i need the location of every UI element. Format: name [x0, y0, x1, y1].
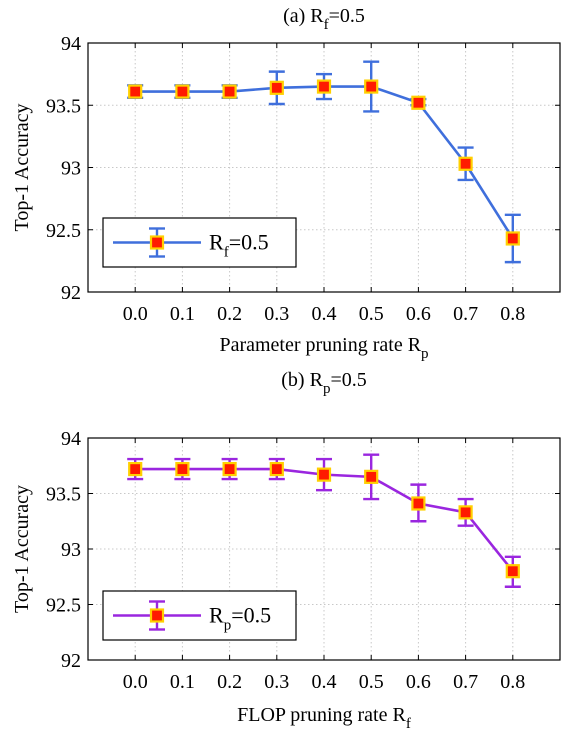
chart-title: (b) Rp=0.5 [281, 369, 366, 397]
legend-label-main: R [209, 603, 224, 628]
x-axis-label-sub: f [406, 716, 411, 730]
legend-marker [149, 235, 165, 250]
x-axis-label-main: Parameter pruning rate R [219, 334, 421, 356]
x-axis-label: FLOP pruning rate Rf [237, 704, 411, 730]
legend-label-sub: p [224, 618, 232, 634]
series-0 [127, 60, 521, 264]
y-tick-label: 93.5 [46, 95, 81, 117]
data-point [364, 469, 379, 484]
y-tick-label: 92.5 [46, 220, 81, 242]
data-point [128, 461, 143, 477]
y-tick-label: 92 [61, 282, 81, 304]
x-tick-label: 0.7 [453, 303, 478, 325]
data-point [411, 496, 426, 511]
x-tick-label: 0.3 [264, 303, 289, 325]
data-point [222, 461, 237, 477]
data-point [128, 84, 143, 99]
legend-marker [149, 608, 165, 623]
x-tick-label: 0.8 [500, 303, 525, 325]
data-point [175, 461, 190, 477]
x-tick-label: 0.4 [312, 303, 337, 325]
x-tick-label: 0.7 [453, 671, 478, 693]
legend-label-rest: =0.5 [231, 603, 271, 628]
chart-title-main: (b) R [281, 369, 323, 391]
y-tick-label: 94 [61, 33, 81, 55]
data-point [458, 505, 473, 520]
y-tick-label: 93 [61, 158, 81, 180]
data-point [505, 231, 520, 246]
chart-title-sub: f [324, 17, 329, 33]
x-tick-label: 0.5 [359, 671, 384, 693]
series-0 [127, 453, 521, 588]
y-tick-label: 93.5 [46, 484, 81, 506]
data-point [316, 79, 332, 94]
data-point [505, 564, 520, 579]
data-point [175, 84, 190, 99]
y-tick-label: 93 [61, 539, 81, 561]
chart-panel-b: 0.0 0.1 0.2 0.3 0.4 0.5 0.6 0.7 0.8 92 92.5 93 93.5 9… [11, 369, 561, 730]
y-axis-label: Top-1 Accuracy [11, 104, 33, 232]
legend: Rf=0.5 [102, 217, 297, 268]
chart-title-rest: =0.5 [329, 5, 365, 27]
x-tick-label: 0.6 [406, 303, 431, 325]
data-point [316, 467, 332, 482]
x-tick-label: 0.2 [217, 671, 242, 693]
y-tick-label: 92.5 [46, 595, 81, 617]
y-axis-label: Top-1 Accuracy [11, 485, 33, 613]
chart-title: (a) Rf=0.5 [283, 5, 365, 33]
data-point [222, 84, 237, 99]
x-tick-label: 0.0 [123, 303, 148, 325]
data-point [411, 95, 426, 110]
chart-panel-a: 0.0 0.1 0.2 0.3 0.4 0.5 0.6 0.7 0.8 92 92.5 93 93.5 9… [11, 5, 561, 362]
legend-label: Rf=0.5 [209, 230, 269, 261]
chart-title-sub: p [323, 381, 331, 397]
x-tick-label: 0.1 [170, 671, 195, 693]
x-tick-label: 0.2 [217, 303, 242, 325]
x-tick-label: 0.8 [500, 671, 525, 693]
data-point [269, 80, 284, 95]
y-tick-label: 94 [61, 428, 81, 450]
x-tick-label: 0.3 [264, 671, 289, 693]
x-tick-label: 0.6 [406, 671, 431, 693]
data-point [269, 461, 284, 477]
y-tick-label: 92 [61, 650, 81, 672]
x-tick-label: 0.1 [170, 303, 195, 325]
x-axis-label-main: FLOP pruning rate R [237, 704, 406, 726]
legend-label-sub: f [224, 245, 229, 261]
legend: Rp=0.5 [102, 590, 297, 641]
x-tick-label: 0.0 [123, 671, 148, 693]
data-point [458, 156, 473, 171]
chart-title-rest: =0.5 [330, 369, 366, 391]
legend-label-rest: =0.5 [229, 230, 269, 255]
legend-label: Rp=0.5 [209, 603, 271, 634]
chart-title-main: (a) R [283, 5, 324, 27]
x-axis-label: Parameter pruning rate Rp [219, 334, 428, 362]
x-tick-label: 0.4 [312, 671, 337, 693]
x-tick-label: 0.5 [359, 303, 384, 325]
x-axis-label-sub: p [421, 346, 429, 362]
legend-label-main: R [209, 230, 224, 255]
data-point [364, 79, 379, 94]
